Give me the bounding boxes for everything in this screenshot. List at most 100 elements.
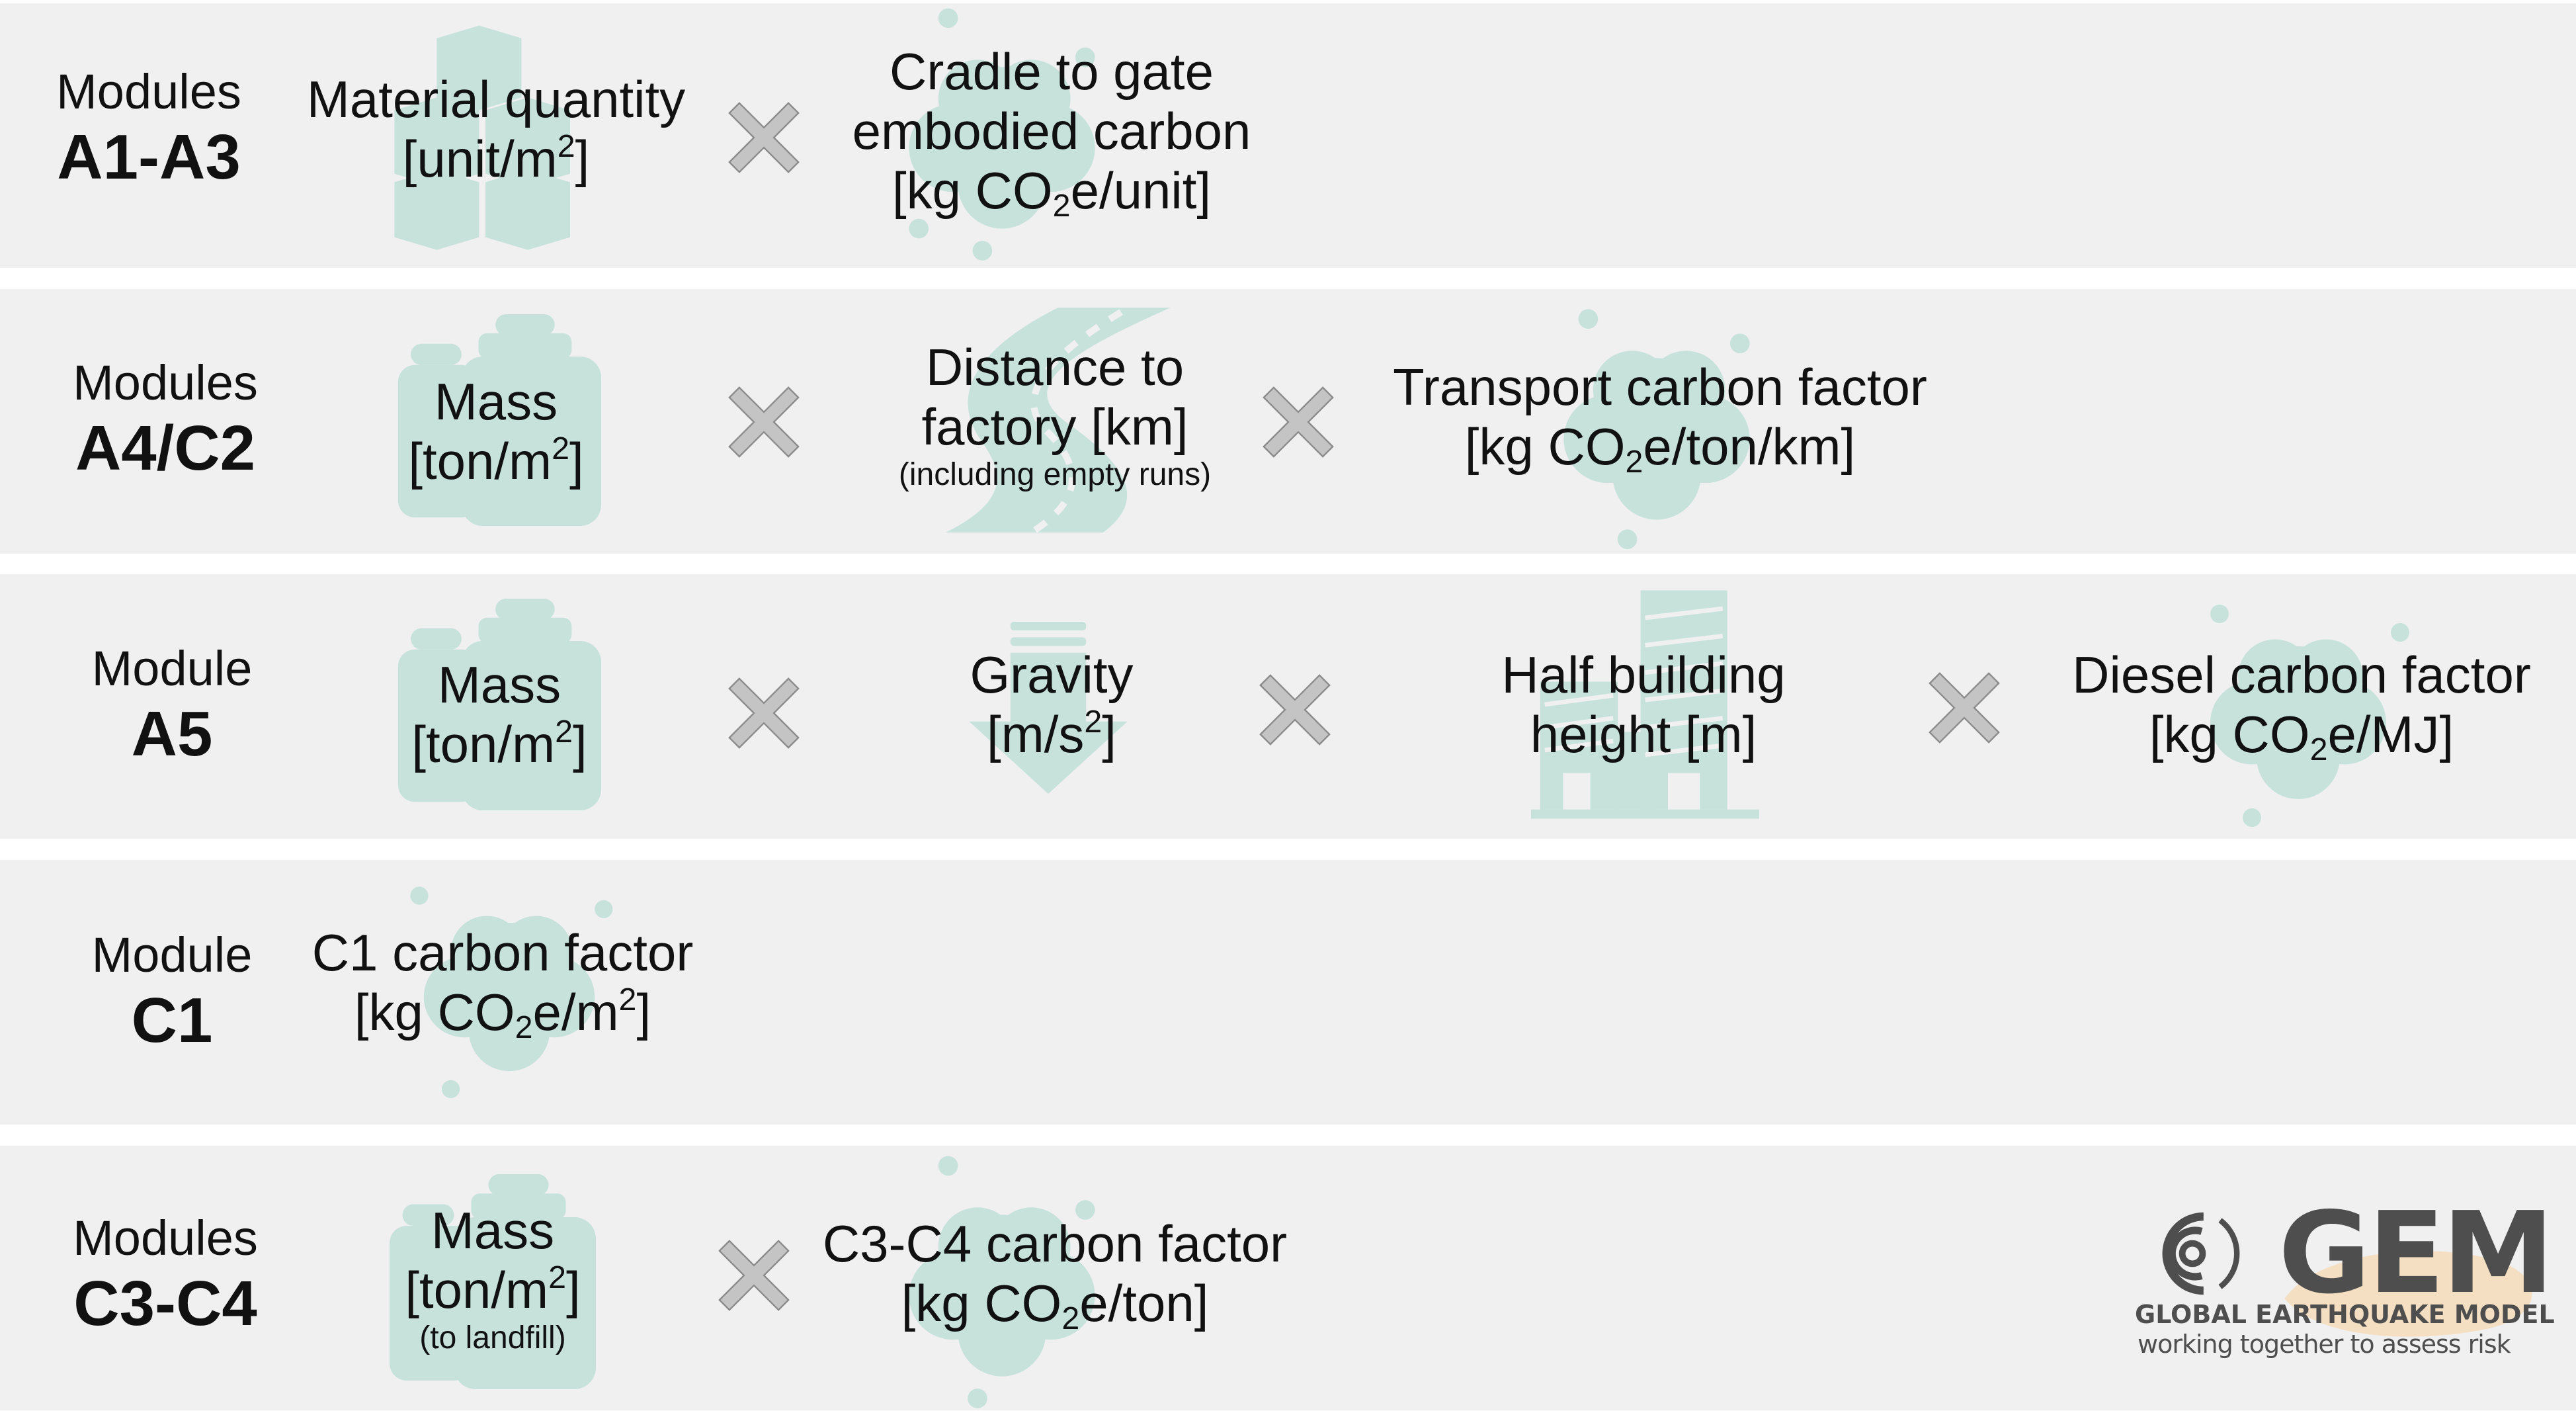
term-unit: [kg CO (354, 983, 515, 1041)
term-unit: [kg CO (892, 161, 1053, 220)
gem-tagline: working together to assess risk (2138, 1330, 2511, 1359)
module-label: Modules (73, 1211, 258, 1265)
term-material-quantity: Material quantity [unit/m2] (284, 69, 708, 189)
term-distance: Distance to factory [km] (including empt… (833, 337, 1276, 493)
term-unit-end: ] (575, 130, 590, 188)
term-line: Material quantity (306, 70, 686, 128)
multiply-icon (1263, 386, 1334, 458)
module-label-a1-a3: Modules A1-A3 (26, 63, 271, 194)
term-unit-end: ] (565, 1261, 581, 1319)
term-line: Cradle to gate (890, 42, 1214, 101)
term-line: C3-C4 carbon factor (822, 1215, 1288, 1273)
superscript: 2 (548, 1260, 566, 1296)
multiply-icon (718, 1240, 790, 1311)
term-line: factory [km] (921, 398, 1188, 456)
weight-icon (390, 1174, 596, 1389)
gem-accent-shape (2284, 1251, 2532, 1337)
subscript: 2 (515, 1009, 533, 1046)
term-line: embodied carbon (852, 102, 1251, 160)
superscript: 2 (555, 714, 573, 750)
module-label: Modules (73, 355, 258, 410)
term-unit: [ton/m (411, 715, 556, 773)
multiply-icon (1929, 672, 2000, 744)
module-label-c3-c4: Modules C3-C4 (43, 1209, 288, 1340)
module-label-c1: Module C1 (50, 926, 294, 1057)
boxes-icon (394, 25, 570, 250)
term-unit-end: ] (1102, 705, 1116, 763)
term-c3-c4-carbon: C3-C4 carbon factor [kg CO2e/ton] (787, 1214, 1323, 1337)
term-unit-end: e/MJ] (2327, 705, 2454, 763)
cloud-icon (1563, 309, 1750, 549)
gem-wordmark: GEM (2278, 1188, 2554, 1319)
term-unit: [m/s (987, 705, 1085, 763)
gem-logo: GEM GLOBAL EARTHQUAKE MODEL working toge… (2130, 1188, 2555, 1359)
term-unit-end: e/unit] (1070, 161, 1212, 220)
cloud-icon (909, 1156, 1095, 1408)
term-mass: Mass [ton/m2] (370, 372, 622, 491)
buildings-icon (1531, 590, 1759, 819)
subscript: 2 (2309, 732, 2328, 768)
term-unit-end: ] (572, 715, 587, 773)
cloud-icon (2210, 605, 2409, 827)
term-line: Mass (437, 656, 561, 714)
term-line: Mass (431, 1201, 555, 1260)
term-half-building-height: Half building height [m] (1445, 645, 1842, 764)
term-cradle-to-gate: Cradle to gate embodied carbon [kg CO2e/… (787, 42, 1316, 222)
term-mass-landfill: Mass [ton/m2] (to landfill) (367, 1201, 618, 1357)
road-icon (946, 308, 1171, 536)
term-line: Gravity (970, 646, 1134, 704)
term-note: (including empty runs) (898, 457, 1212, 492)
subscript: 2 (1625, 444, 1643, 480)
term-unit-end: ] (636, 983, 651, 1041)
multiply-icon (1259, 674, 1331, 746)
term-line: height [m] (1530, 705, 1757, 763)
term-diesel-carbon: Diesel carbon factor [kg CO2e/MJ] (2044, 645, 2559, 768)
module-label: Modules (56, 64, 241, 119)
term-line: C1 carbon factor (312, 923, 694, 982)
subscript: 2 (1061, 1301, 1080, 1337)
superscript: 2 (557, 128, 575, 165)
cloud-icon (909, 8, 1095, 261)
term-unit-end: e/ton] (1079, 1274, 1209, 1332)
superscript: 2 (1084, 704, 1102, 740)
multiply-icon (728, 677, 800, 749)
superscript: 2 (552, 431, 569, 467)
term-c1-carbon: C1 carbon factor [kg CO2e/m2] (284, 923, 721, 1046)
module-code: A1-A3 (57, 122, 241, 192)
module-code: A5 (131, 699, 213, 769)
module-code: C3-C4 (73, 1268, 257, 1339)
module-code: C1 (131, 985, 213, 1056)
term-unit: [ton/m (408, 432, 552, 490)
term-unit: [kg CO (1464, 417, 1626, 476)
term-line: Distance to (925, 338, 1184, 396)
module-label-a4-c2: Modules A4/C2 (43, 354, 288, 485)
seismic-rings-icon (2162, 1212, 2240, 1295)
module-label-a5: Module A5 (50, 640, 294, 771)
multiply-icon (728, 386, 800, 458)
term-unit-end: ] (569, 432, 584, 490)
term-unit: [kg CO (901, 1274, 1062, 1332)
weight-icon (397, 314, 602, 526)
term-line: Half building (1501, 646, 1786, 704)
subscript: 2 (1052, 188, 1071, 224)
module-label: Module (91, 641, 253, 696)
term-unit: [unit/m (402, 130, 558, 188)
multiply-icon (728, 102, 800, 173)
down-arrow-icon (969, 622, 1128, 794)
term-transport-carbon: Transport carbon factor [kg CO2e/ton/km] (1349, 357, 1971, 478)
weight-icon (397, 599, 602, 810)
module-label: Module (91, 927, 253, 982)
term-unit: [ton/m (405, 1261, 549, 1319)
term-unit: [kg CO (2149, 705, 2310, 763)
term-line: Transport carbon factor (1393, 358, 1927, 416)
superscript: 2 (618, 982, 637, 1018)
cloud-icon (410, 886, 613, 1098)
term-line: Diesel carbon factor (2072, 646, 2531, 704)
gem-name: GLOBAL EARTHQUAKE MODEL (2135, 1300, 2555, 1329)
term-gravity: Gravity [m/s2] (919, 645, 1184, 764)
module-code: A4/C2 (75, 413, 256, 484)
term-unit-mid: e/m (532, 983, 619, 1041)
term-mass: Mass [ton/m2] (374, 655, 625, 774)
term-note: (to landfill) (419, 1320, 566, 1355)
term-unit-end: e/ton/km] (1643, 417, 1856, 476)
